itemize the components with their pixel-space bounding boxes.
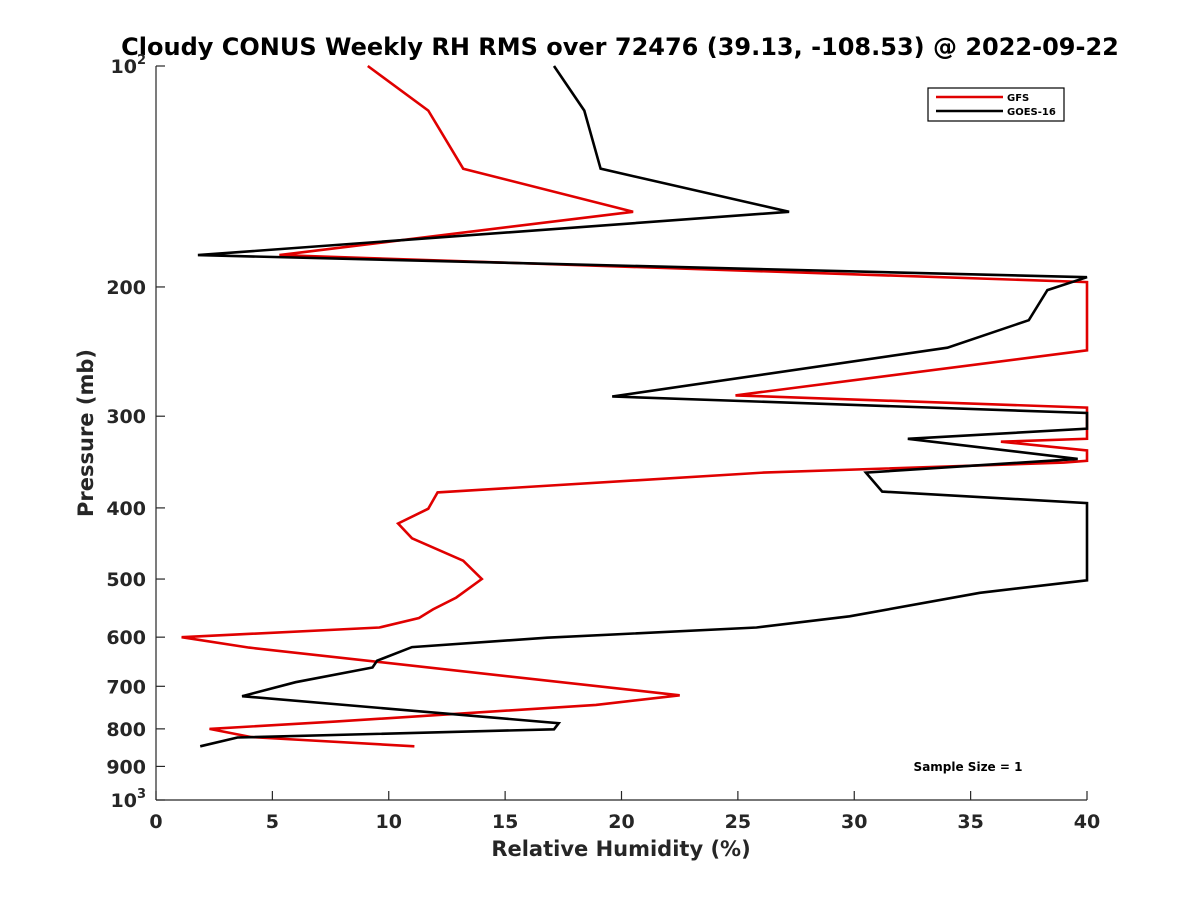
y-tick-label: 600	[106, 627, 146, 649]
x-ticks: 0 5 10 15 20 25 30 35 40	[149, 791, 1100, 833]
legend-box	[927, 87, 1065, 122]
x-tick-label: 5	[266, 811, 279, 833]
legend-label-gfs: GFS	[1007, 93, 1029, 104]
y-tick-label: 700	[106, 676, 146, 698]
series-line-goes16	[197, 65, 1089, 748]
y-tick-label: 200	[106, 277, 146, 299]
sample-size-annotation: Sample Size = 1	[914, 760, 1023, 774]
x-tick-label: 25	[725, 811, 751, 833]
chart-title: Cloudy CONUS Weekly RH RMS over 72476 (3…	[121, 33, 1119, 61]
y-tick-label: 900	[106, 756, 146, 778]
legend-label-goes16: GOES-16	[1007, 107, 1056, 118]
series-line-gfs	[181, 64, 1089, 748]
y-tick-label: 102	[111, 53, 147, 78]
y-tick-label: 400	[106, 498, 146, 520]
series-layer	[181, 64, 1089, 748]
x-tick-label: 40	[1074, 811, 1100, 833]
x-tick-label: 30	[841, 811, 867, 833]
y-ticks: 102 200 300 400 500 600 700 800 900 103	[106, 53, 165, 812]
x-axis-label: Relative Humidity (%)	[491, 837, 750, 861]
legend: GFS GOES-16	[927, 87, 1065, 122]
y-axis-label: Pressure (mb)	[74, 349, 98, 517]
x-tick-label: 20	[608, 811, 634, 833]
y-tick-label: 300	[106, 406, 146, 428]
y-tick-label: 103	[111, 787, 147, 812]
x-tick-label: 35	[957, 811, 983, 833]
x-tick-label: 10	[376, 811, 402, 833]
y-tick-label: 800	[106, 719, 146, 741]
plot-area: 0 5 10 15 20 25 30 35 40 102 200 300 400 500 600 700 80…	[106, 53, 1100, 833]
x-tick-label: 0	[149, 811, 162, 833]
y-tick-label: 500	[106, 569, 146, 591]
x-tick-label: 15	[492, 811, 518, 833]
